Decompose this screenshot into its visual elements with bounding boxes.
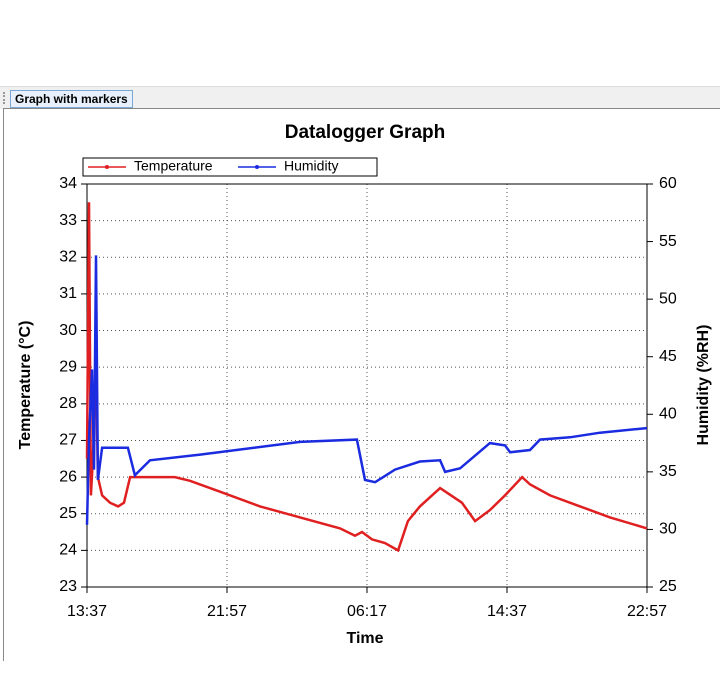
y-tick-label: 26 (59, 468, 77, 485)
x-tick-label: 14:37 (487, 603, 527, 620)
y-tick-label: 34 (59, 175, 77, 192)
series-line (85, 202, 648, 553)
toolbar: Graph with markers (0, 86, 720, 109)
chart-panel (3, 108, 720, 661)
toolbar-grip (3, 92, 7, 104)
x-tick-label: 06:17 (347, 603, 387, 620)
y-tick-label: 33 (59, 212, 77, 229)
y-tick-label: 32 (59, 248, 77, 265)
graph-button[interactable]: Graph with markers (10, 90, 133, 108)
y-tick-label: 25 (59, 505, 77, 522)
x-axis-label: Time (346, 630, 383, 647)
legend-box (82, 157, 378, 177)
y-tick-label: 24 (59, 542, 77, 559)
y-tick-label: 27 (59, 432, 77, 449)
y-tick-label: 30 (59, 322, 77, 339)
y-tick-label: 23 (59, 578, 77, 595)
y2-tick-label: 50 (659, 290, 677, 307)
x-tick-label: 22:57 (627, 603, 667, 620)
y2-tick-label: 40 (659, 406, 677, 423)
legend-label: Humidity (284, 158, 338, 174)
y2-tick-label: 45 (659, 348, 677, 365)
y2-tick-label: 25 (659, 578, 677, 595)
x-tick-label: 13:37 (67, 603, 107, 620)
y2-axis-label: Humidity (%RH) (695, 325, 712, 446)
x-tick-label: 21:57 (207, 603, 247, 620)
chart-title: Datalogger Graph (285, 122, 445, 143)
legend-marker (105, 165, 109, 169)
y2-tick-label: 35 (659, 463, 677, 480)
y-axis-label: Temperature (°C) (17, 321, 34, 450)
y2-tick-label: 60 (659, 175, 677, 192)
y-tick-label: 31 (59, 285, 77, 302)
chart: Datalogger Graph Time Temperature (°C) H… (17, 122, 712, 647)
y2-tick-label: 55 (659, 233, 677, 250)
y-tick-label: 29 (59, 358, 77, 375)
y2-tick-label: 30 (659, 521, 677, 538)
series-line (85, 255, 648, 525)
legend-marker (255, 165, 259, 169)
legend-label: Temperature (134, 158, 213, 174)
y-tick-label: 28 (59, 395, 77, 412)
